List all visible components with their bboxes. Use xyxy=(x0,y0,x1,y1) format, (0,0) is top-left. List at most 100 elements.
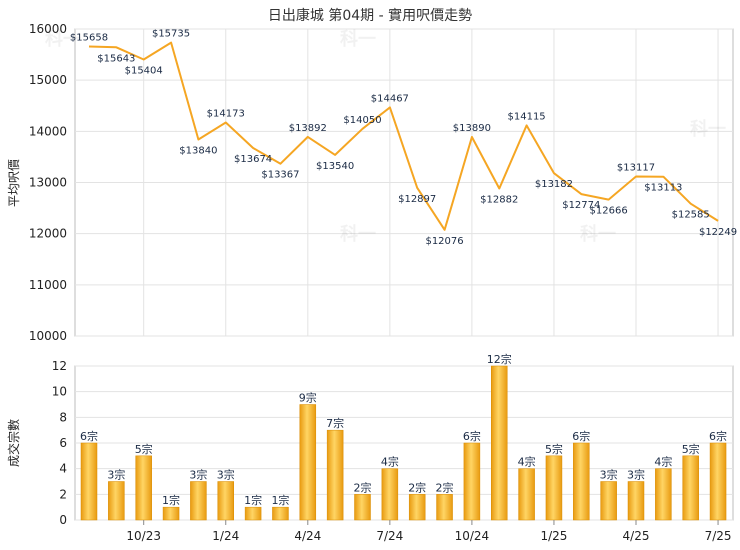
volume-tick-label: 10 xyxy=(52,385,67,399)
volume-tick-label: 8 xyxy=(59,410,67,424)
volume-data-label: 6宗 xyxy=(463,429,481,443)
price-data-label: $13117 xyxy=(617,163,655,174)
volume-bar xyxy=(244,506,262,521)
volume-data-label: 5宗 xyxy=(545,442,563,456)
volume-bar xyxy=(709,442,727,521)
volume-tick-label: 12 xyxy=(52,359,67,373)
volume-data-label: 4宗 xyxy=(518,455,536,469)
volume-bar xyxy=(408,494,426,521)
price-data-label: $14115 xyxy=(508,111,546,122)
price-data-label: $12585 xyxy=(672,210,710,221)
watermark: 科一 xyxy=(45,28,81,50)
x-tick-label: 1/24 xyxy=(212,529,239,543)
price-data-label: $14050 xyxy=(343,115,381,126)
volume-bar xyxy=(299,404,317,521)
price-data-label: $13890 xyxy=(453,123,491,134)
chart-title: 日出康城 第04期 - 實用呎價走勢 xyxy=(268,7,472,24)
volume-data-label: 6宗 xyxy=(572,429,590,443)
price-data-label: $13892 xyxy=(289,123,327,134)
volume-tick-label: 4 xyxy=(59,462,67,476)
volume-data-label: 5宗 xyxy=(682,442,700,456)
watermark: 科一 xyxy=(340,28,376,50)
watermark: 科一 xyxy=(690,118,726,140)
volume-bar xyxy=(272,506,289,521)
volume-data-label: 1宗 xyxy=(162,493,180,507)
volume-data-label: 5宗 xyxy=(135,442,153,456)
watermark: 科一 xyxy=(340,223,376,245)
volume-data-label: 3宗 xyxy=(107,468,125,482)
volume-data-label: 3宗 xyxy=(600,468,618,482)
price-data-label: $15643 xyxy=(97,53,135,64)
price-data-label: $14173 xyxy=(207,108,245,119)
price-data-label: $14467 xyxy=(371,93,409,104)
price-tick-label: 16000 xyxy=(29,22,67,36)
volume-data-label: 4宗 xyxy=(654,455,672,469)
x-tick-label: 10/23 xyxy=(126,529,161,543)
volume-data-label: 1宗 xyxy=(271,493,289,507)
price-data-label: $13674 xyxy=(234,154,272,165)
x-tick-label: 7/24 xyxy=(376,529,403,543)
price-tick-label: 11000 xyxy=(29,278,67,292)
price-data-label: $13182 xyxy=(535,179,573,190)
x-tick-label: 1/25 xyxy=(540,529,567,543)
price-tick-label: 14000 xyxy=(29,124,67,138)
price-data-label: $15735 xyxy=(152,29,190,40)
price-data-label: $15404 xyxy=(125,65,163,76)
price-data-label: $13367 xyxy=(261,170,299,181)
volume-bar xyxy=(190,481,207,521)
price-data-label: $15658 xyxy=(70,32,108,43)
volume-bar xyxy=(217,481,234,521)
price-tick-label: 15000 xyxy=(29,73,67,87)
price-data-label: $13540 xyxy=(316,161,354,172)
volume-bar xyxy=(108,481,125,521)
volume-bar xyxy=(80,442,98,521)
price-data-label: $13840 xyxy=(179,146,217,157)
x-tick-label: 10/24 xyxy=(455,529,490,543)
volume-bar xyxy=(491,365,508,521)
price-data-label: $12882 xyxy=(480,195,518,206)
price-data-label: $12774 xyxy=(562,200,600,211)
volume-data-label: 2宗 xyxy=(436,480,454,494)
volume-axis-label: 成交宗數 xyxy=(6,419,21,467)
price-data-label: $12076 xyxy=(425,236,463,247)
volume-bar xyxy=(326,429,344,521)
price-data-label: $12249 xyxy=(699,227,737,238)
volume-bar xyxy=(436,494,453,521)
volume-bar xyxy=(600,481,617,521)
volume-data-label: 3宗 xyxy=(627,468,645,482)
volume-bar-panel: 0 2 4 6 8 10 12 6宗 3宗 5宗 1宗 3宗 3宗 1宗 1宗 9宗 7宗 2宗 4宗 2宗 2宗 6宗 1… xyxy=(52,352,734,543)
volume-bar xyxy=(627,481,645,521)
volume-data-label: 6宗 xyxy=(709,429,727,443)
volume-tick-label: 2 xyxy=(59,487,67,501)
volume-bar xyxy=(573,442,590,521)
x-tick-label: 4/24 xyxy=(294,529,321,543)
volume-data-label: 4宗 xyxy=(381,455,399,469)
volume-bar xyxy=(162,506,180,521)
price-data-label: $13113 xyxy=(644,183,682,194)
x-tick-label: 7/25 xyxy=(705,529,732,543)
volume-data-label: 2宗 xyxy=(354,480,372,494)
volume-bar xyxy=(655,468,672,521)
volume-bar xyxy=(545,455,563,521)
volume-data-label: 1宗 xyxy=(244,493,262,507)
volume-data-label: 7宗 xyxy=(326,416,344,430)
volume-bar xyxy=(463,442,481,521)
volume-tick-label: 0 xyxy=(59,513,67,527)
volume-bar xyxy=(381,468,399,521)
volume-bar xyxy=(682,455,699,521)
price-axis-label: 平均呎價 xyxy=(7,159,21,207)
price-data-label: $12666 xyxy=(590,206,628,217)
volume-bar xyxy=(135,455,152,521)
watermark: 科一 xyxy=(580,223,616,245)
price-tick-label: 12000 xyxy=(29,227,67,241)
price-data-label: $12897 xyxy=(398,194,436,205)
volume-data-label: 3宗 xyxy=(189,468,207,482)
volume-data-label: 6宗 xyxy=(80,429,98,443)
volume-bar xyxy=(354,494,371,521)
volume-data-label: 9宗 xyxy=(299,391,317,405)
price-tick-label: 13000 xyxy=(29,176,67,190)
volume-data-label: 3宗 xyxy=(217,468,235,482)
volume-data-label: 12宗 xyxy=(487,352,512,366)
